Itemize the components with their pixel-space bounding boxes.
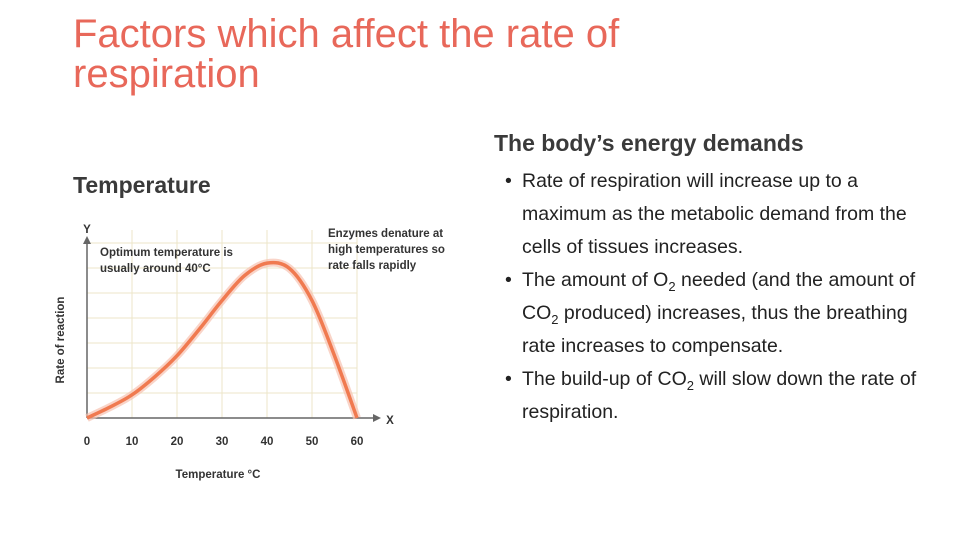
annotation: rate falls rapidly xyxy=(328,260,417,272)
annotation: usually around 40°C xyxy=(100,263,211,275)
subscript: 2 xyxy=(551,311,559,327)
bullet-symbol: • xyxy=(505,170,512,192)
x-tick-label: 20 xyxy=(171,436,184,448)
y-axis-label: Rate of reaction xyxy=(55,297,67,384)
x-tick-label: 0 xyxy=(84,436,90,448)
bullet-text: The amount of O xyxy=(522,269,669,291)
y-axis-letter: Y xyxy=(83,224,91,236)
x-tick-label: 60 xyxy=(351,436,364,448)
x-axis-label: Temperature °C xyxy=(176,469,261,481)
annotation: Optimum temperature is xyxy=(100,247,233,259)
left-heading: Temperature xyxy=(73,172,211,198)
x-tick-label: 40 xyxy=(261,436,274,448)
subscript: 2 xyxy=(686,377,694,393)
bullet-text: The build-up of CO xyxy=(522,368,687,390)
bullet-text: produced) increases, thus the breathing … xyxy=(522,302,908,357)
bullet-symbol: • xyxy=(505,269,512,291)
line xyxy=(86,260,359,420)
annotation: Enzymes denature at xyxy=(328,228,443,240)
annotation: high temperatures so xyxy=(328,244,445,256)
x-tick-label: 30 xyxy=(216,436,229,448)
subscript: 2 xyxy=(668,278,676,294)
y-arrow xyxy=(83,236,91,244)
x-axis-letter: X xyxy=(386,415,394,427)
slide-title: Factors which affect the rate of respira… xyxy=(73,12,620,96)
x-arrow xyxy=(373,414,381,422)
bullet-text: Rate of respiration will increase up to … xyxy=(522,170,907,258)
bullet-symbol: • xyxy=(505,368,512,390)
bullet-list: • Rate of respiration will increase up to… xyxy=(505,165,920,429)
x-tick-label: 10 xyxy=(126,436,139,448)
bullet: • The build-up of CO2 will slow down the … xyxy=(505,363,920,429)
bullet: • The amount of O2 needed (and the amount… xyxy=(505,264,920,363)
x-tick-label: 50 xyxy=(306,436,319,448)
right-heading: The body’s energy demands xyxy=(494,130,804,156)
bullet-text: needed (and the amount of CO xyxy=(522,269,916,324)
bullet-text: will slow down the rate of respiration. xyxy=(522,368,917,423)
bullet: • Rate of respiration will increase up to… xyxy=(505,165,920,264)
